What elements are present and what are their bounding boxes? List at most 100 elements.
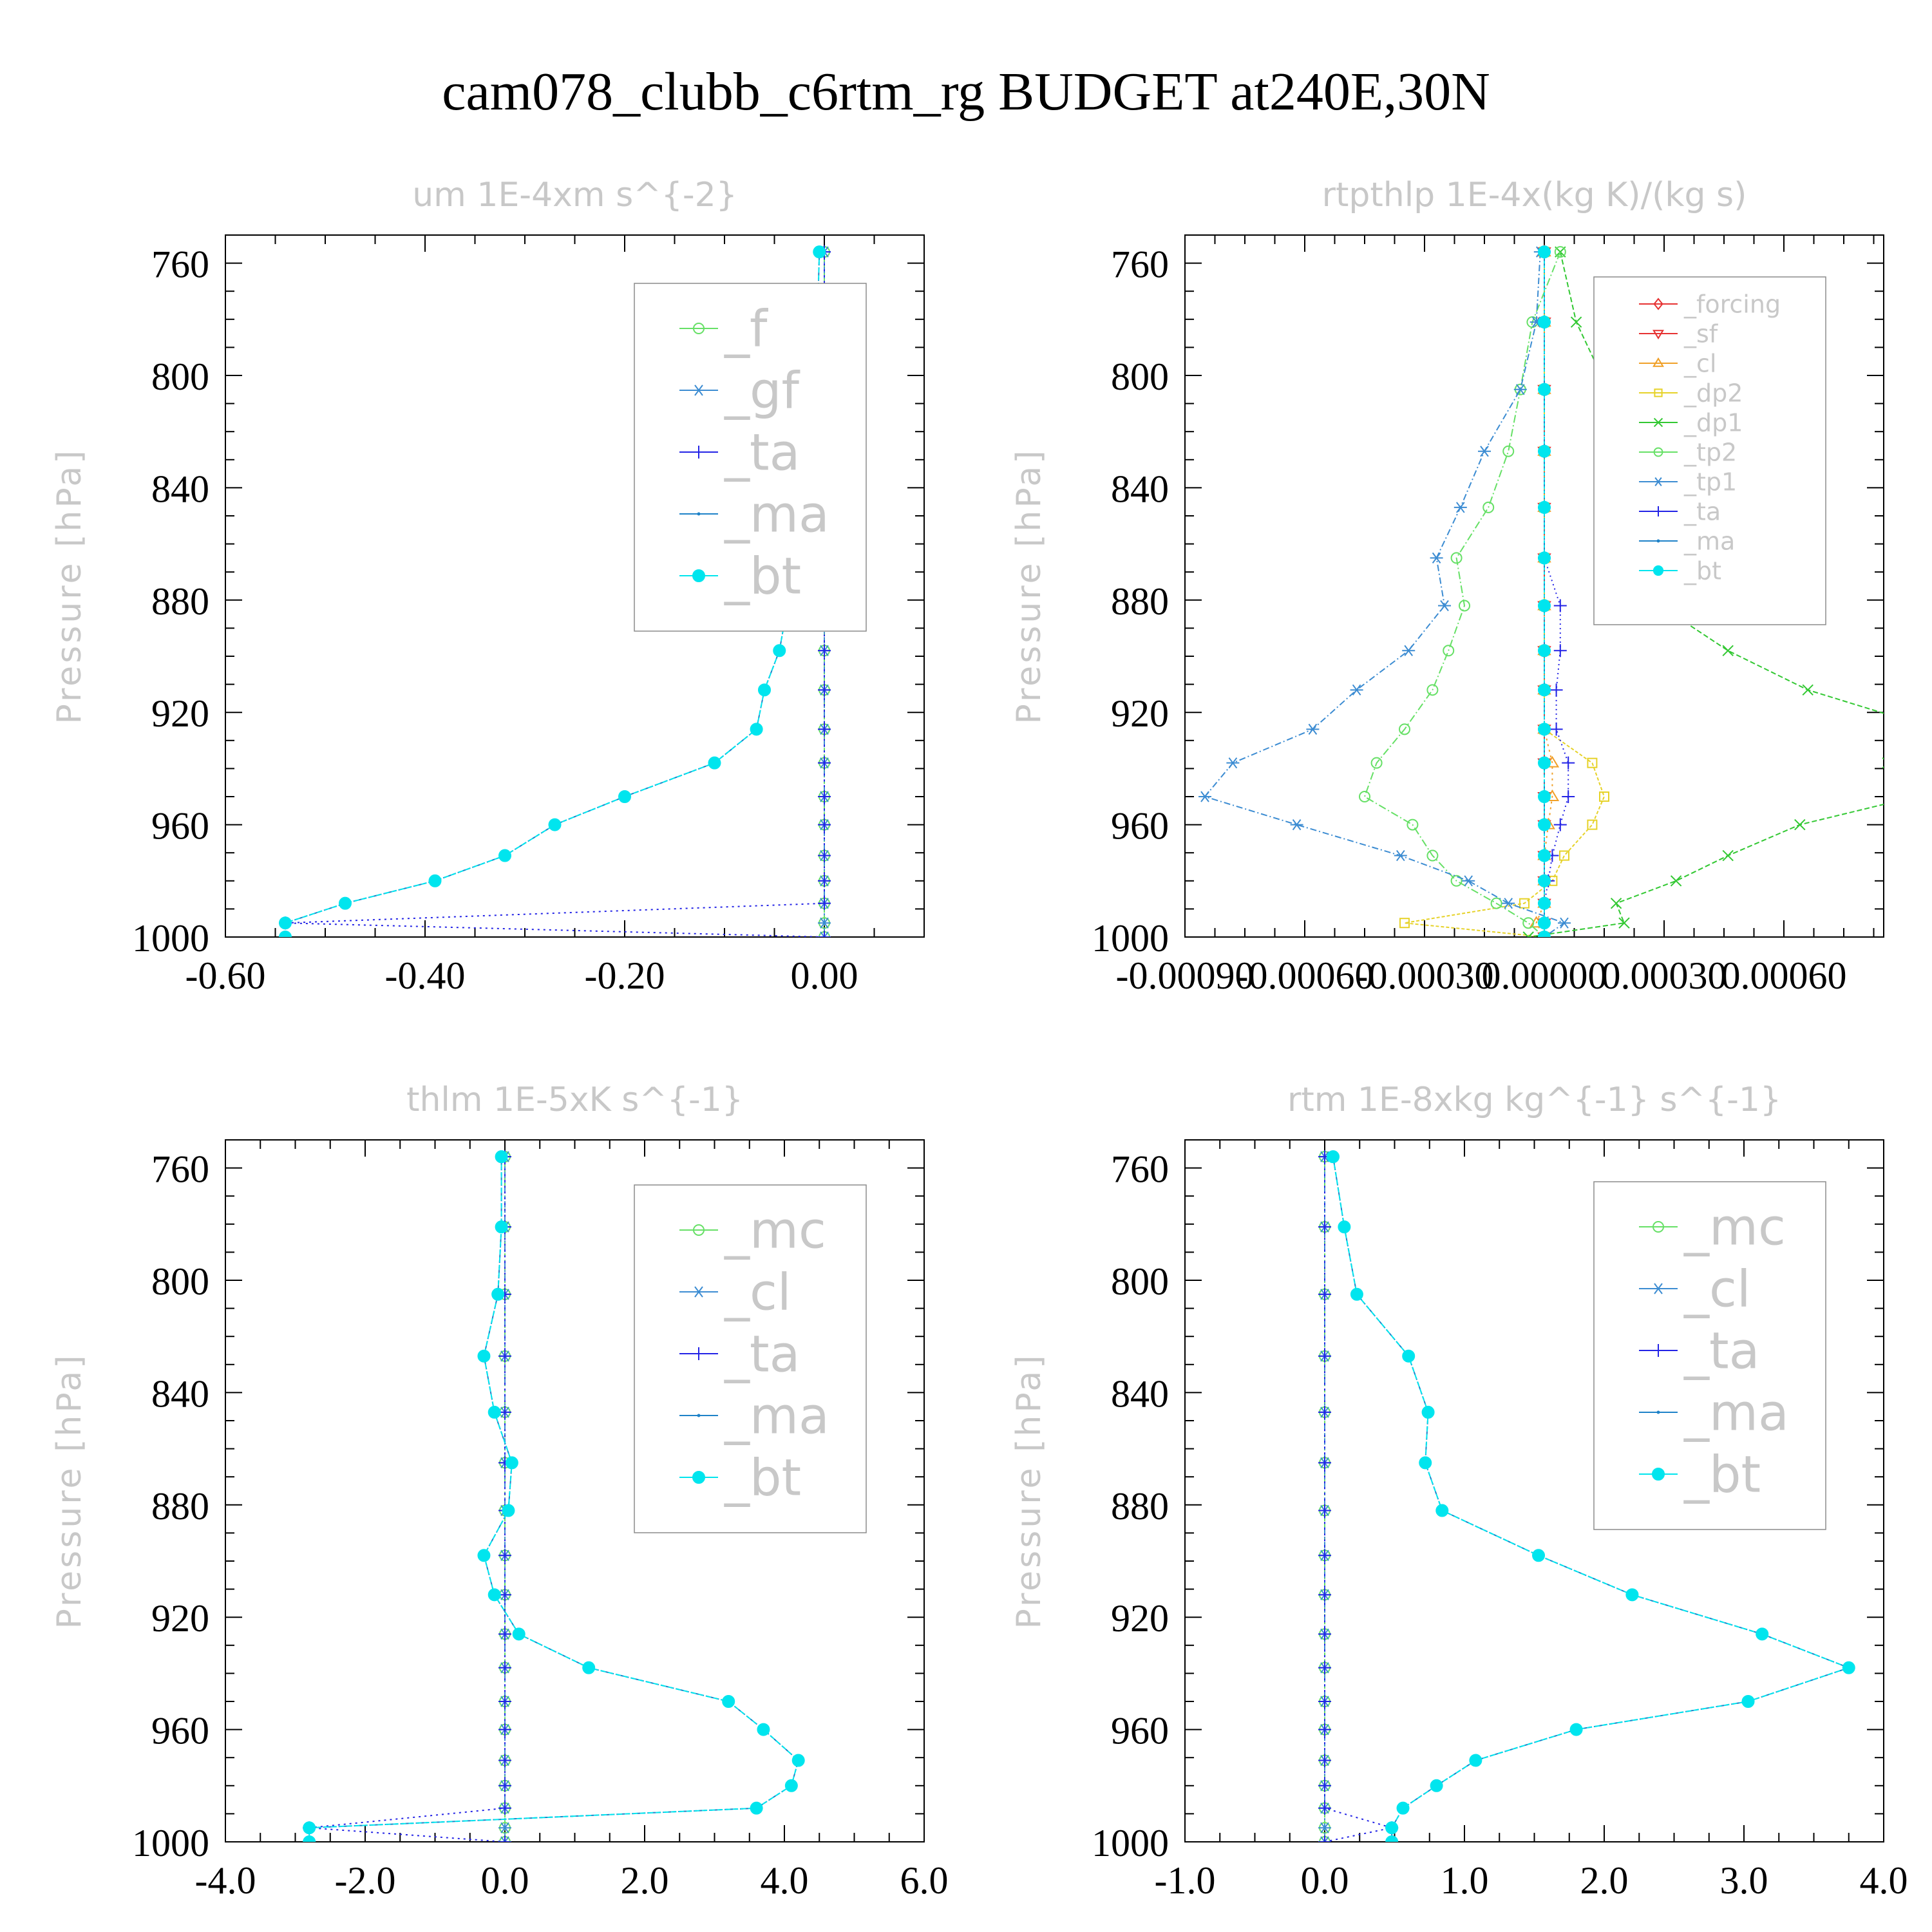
data-point-bt — [1538, 444, 1551, 458]
chart-title: rtm 1E-8xkg kg^{-1} s^{-1} — [1287, 1081, 1781, 1119]
data-point-bt — [1327, 1150, 1340, 1164]
data-point-bt — [512, 1627, 526, 1641]
data-point-dp2 — [1399, 918, 1410, 929]
legend-entry: _mc — [724, 1202, 826, 1260]
data-point-tp2 — [1502, 445, 1515, 457]
series-line-dp1 — [1528, 251, 1884, 937]
legend: _f_gf_ta_ma_bt — [634, 283, 867, 632]
data-point-ta — [498, 1695, 511, 1708]
data-point-tp2 — [1406, 819, 1419, 831]
data-point-bt — [495, 1220, 508, 1234]
series-line-ma — [1332, 1157, 1851, 1842]
data-point-tp2 — [1459, 600, 1470, 612]
data-point-ta — [498, 1723, 511, 1736]
y-tick-label: 920 — [151, 692, 209, 735]
series-line-ma — [285, 252, 820, 937]
data-point-dp1 — [1670, 875, 1682, 887]
data-point-ta — [818, 756, 831, 770]
legend-marker — [1653, 506, 1663, 516]
data-point-ta — [498, 1779, 511, 1792]
data-point-ta — [1549, 723, 1563, 736]
y-tick-label: 960 — [1111, 805, 1169, 848]
data-point-bt — [1385, 1821, 1399, 1835]
data-point-ta — [1318, 1661, 1331, 1674]
data-point-bt — [582, 1661, 596, 1674]
data-point-tp2 — [1443, 645, 1455, 657]
y-tick-label: 1000 — [132, 1822, 209, 1864]
data-point-gf — [818, 917, 831, 929]
data-point-bt — [505, 1456, 518, 1470]
data-point-bt — [1538, 818, 1551, 831]
data-point-bt — [813, 245, 826, 259]
y-tick-label: 920 — [1111, 692, 1169, 735]
data-point-bt — [1538, 849, 1551, 862]
data-point-bt — [1538, 245, 1551, 259]
legend-marker — [1654, 388, 1663, 397]
data-point-bt — [477, 1549, 491, 1562]
y-tick-label: 1000 — [1092, 917, 1169, 960]
data-point-bt — [428, 874, 442, 887]
legend-entry: _ta — [1683, 497, 1721, 526]
legend-marker — [1653, 417, 1663, 428]
legend: _mc_cl_ta_ma_bt — [1593, 1181, 1826, 1530]
chart-panel-1: um 1E-4xm s^{-2} Pressure [hPa] 760 800 840 8… — [50, 176, 925, 997]
data-point-tp2 — [1426, 684, 1439, 696]
chart-title: thlm 1E-5xK s^{-1} — [406, 1081, 743, 1119]
data-point-ta — [1318, 1723, 1331, 1736]
data-point-tp1 — [1502, 898, 1515, 909]
y-axis-label: Pressure [hPa] — [50, 448, 89, 724]
data-point-bt — [1402, 1349, 1416, 1363]
y-tick-label: 960 — [151, 805, 209, 848]
y-tick-label: 760 — [1111, 1148, 1169, 1191]
x-tick-label: -0.20 — [585, 954, 665, 997]
data-point-ta — [818, 818, 831, 831]
x-tick-label: -0.00030 — [1356, 954, 1494, 997]
data-point-bt — [1435, 1504, 1449, 1517]
y-axis-label: Pressure [hPa] — [50, 1353, 89, 1629]
data-point-tp1 — [1198, 791, 1211, 802]
legend-entry: _ta — [1683, 1322, 1759, 1380]
data-point-ta — [498, 1349, 511, 1363]
data-point-dp2 — [1559, 850, 1569, 861]
data-point-bt — [1538, 790, 1551, 803]
x-tick-label: -0.00060 — [1236, 954, 1374, 997]
legend-marker — [1653, 357, 1664, 367]
data-point-bt — [1532, 1549, 1546, 1562]
data-point-ta — [1318, 1504, 1331, 1517]
legend-marker — [692, 446, 705, 459]
chart-panel-3: thlm 1E-5xK s^{-1} Pressure [hPa] 760 800 84… — [50, 1081, 949, 1902]
data-point-dp1 — [1570, 316, 1582, 328]
data-point-bt — [1538, 551, 1551, 565]
data-point-bt — [303, 1835, 316, 1842]
x-tick-label: 6.0 — [900, 1859, 949, 1902]
y-tick-label: 840 — [1111, 1372, 1169, 1415]
data-point-ta — [818, 723, 831, 736]
series-line-ta — [1324, 1157, 1392, 1842]
data-point-ta — [1318, 1695, 1331, 1708]
data-point-tp1 — [1402, 645, 1416, 656]
legend-entry: _cl — [724, 1264, 791, 1321]
data-point-ta — [1318, 1549, 1331, 1562]
x-tick-label: -0.40 — [385, 954, 466, 997]
x-tick-label: 0.00030 — [1602, 954, 1727, 997]
legend-marker — [1653, 477, 1663, 486]
y-tick-label: 920 — [151, 1597, 209, 1640]
data-point-cl — [1318, 1836, 1331, 1842]
x-tick-label: 4.0 — [1860, 1859, 1908, 1902]
series-group — [1318, 1150, 1855, 1842]
data-point-ta — [1318, 1801, 1331, 1815]
series-line-ta — [309, 1157, 506, 1842]
y-tick-label: 880 — [1111, 580, 1169, 623]
legend-entry: _bt — [724, 1449, 801, 1507]
data-point-cl — [498, 1836, 511, 1842]
data-point-cl — [498, 1822, 511, 1833]
x-tick-label: 0.00000 — [1482, 954, 1607, 997]
data-point-bt — [757, 1723, 770, 1736]
legend-entry: _dp1 — [1683, 408, 1743, 437]
data-point-bt — [722, 1695, 735, 1708]
legend-entry: _ma — [724, 1387, 829, 1445]
legend-entry: _gf — [724, 362, 800, 420]
series-group — [303, 1150, 805, 1842]
data-point-bt — [1538, 644, 1551, 658]
legend-marker — [693, 323, 705, 334]
